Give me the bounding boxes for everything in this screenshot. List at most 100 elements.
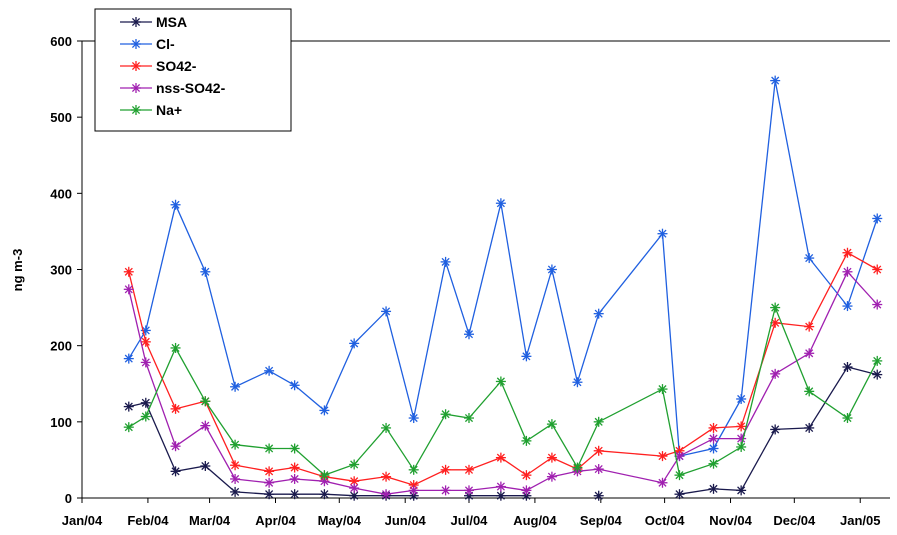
data-point [736, 393, 747, 404]
legend: MSA Cl- SO42- nss-SO42- Na+ [94, 8, 292, 132]
data-point [736, 485, 747, 496]
legend-marker [131, 105, 141, 115]
legend-label: MSA [156, 14, 187, 30]
data-point [123, 401, 134, 412]
data-point [319, 405, 330, 416]
data-point [140, 397, 151, 408]
data-point [264, 489, 275, 500]
data-point [170, 441, 181, 452]
data-point [289, 443, 300, 454]
data-point [123, 266, 134, 277]
x-tick-label: Oct/04 [645, 513, 686, 528]
series-na [123, 302, 883, 481]
series-msa [123, 361, 883, 501]
x-tick-label: May/04 [318, 513, 362, 528]
data-point [200, 266, 211, 277]
y-tick-label: 0 [65, 491, 72, 506]
data-point [804, 348, 815, 359]
x-tick-label: Mar/04 [189, 513, 231, 528]
data-point [708, 483, 719, 494]
data-point [264, 365, 275, 376]
y-tick-label: 500 [50, 110, 72, 125]
series-nss-so42 [123, 266, 883, 500]
data-point [408, 464, 419, 475]
data-point [200, 420, 211, 431]
data-point [804, 253, 815, 264]
data-point [546, 471, 557, 482]
data-point [170, 466, 181, 477]
data-point [546, 419, 557, 430]
x-tick-label: Dec/04 [773, 513, 816, 528]
x-tick-label: Jan/04 [62, 513, 103, 528]
data-point [170, 199, 181, 210]
data-point [264, 443, 275, 454]
data-point [521, 435, 532, 446]
data-point [657, 228, 668, 239]
data-point [872, 299, 883, 310]
data-point [546, 452, 557, 463]
data-point [872, 264, 883, 275]
data-point [349, 459, 360, 470]
data-point [349, 338, 360, 349]
data-point [593, 490, 604, 501]
data-point [804, 422, 815, 433]
data-point [674, 470, 685, 481]
data-point [593, 416, 604, 427]
data-point [463, 464, 474, 475]
data-point [708, 422, 719, 433]
data-point [842, 247, 853, 258]
data-point [319, 470, 330, 481]
data-point [495, 198, 506, 209]
data-point [736, 421, 747, 432]
data-point [770, 368, 781, 379]
legend-label: nss-SO42- [156, 80, 226, 96]
data-point [319, 476, 330, 487]
data-point [230, 486, 241, 497]
data-point [521, 485, 532, 496]
legend-label: SO42- [156, 58, 197, 74]
data-point [319, 489, 330, 500]
data-point [770, 75, 781, 86]
y-tick-label: 200 [50, 339, 72, 354]
legend-entry: Cl- [120, 36, 175, 52]
data-point [440, 256, 451, 267]
x-tick-label: Jun/04 [385, 513, 427, 528]
data-point [708, 443, 719, 454]
x-ticks: Jan/04 Feb/04 Mar/04 Apr/04 May/04 Jun/04 Jul/… [62, 498, 880, 528]
data-point [495, 490, 506, 501]
data-point [770, 424, 781, 435]
data-point [264, 477, 275, 488]
data-point [495, 481, 506, 492]
x-tick-label: Nov/04 [709, 513, 752, 528]
data-point [264, 466, 275, 477]
series-so42 [123, 247, 883, 491]
data-point [289, 473, 300, 484]
data-point [657, 477, 668, 488]
data-point [170, 342, 181, 353]
legend-entry: MSA [120, 14, 187, 30]
data-point [708, 433, 719, 444]
series-line [128, 305, 878, 476]
legend-entry: nss-SO42- [120, 80, 226, 96]
data-point [463, 413, 474, 424]
data-point [123, 422, 134, 433]
data-point [289, 462, 300, 473]
data-point [842, 301, 853, 312]
y-tick-label: 400 [50, 186, 72, 201]
legend-label: Na+ [156, 102, 182, 118]
data-point [200, 461, 211, 472]
data-point [381, 306, 392, 317]
data-point [123, 284, 134, 295]
data-point [230, 460, 241, 471]
data-point [708, 458, 719, 469]
data-point [572, 377, 583, 388]
x-tick-label: Feb/04 [127, 513, 169, 528]
y-tick-label: 300 [50, 263, 72, 278]
data-point [123, 353, 134, 364]
legend-label: Cl- [156, 36, 175, 52]
data-point [408, 485, 419, 496]
series-line [128, 251, 878, 486]
x-tick-label: Sep/04 [580, 513, 623, 528]
x-tick-label: Apr/04 [255, 513, 296, 528]
y-ticks: 0 100 200 300 400 500 600 [50, 34, 82, 506]
